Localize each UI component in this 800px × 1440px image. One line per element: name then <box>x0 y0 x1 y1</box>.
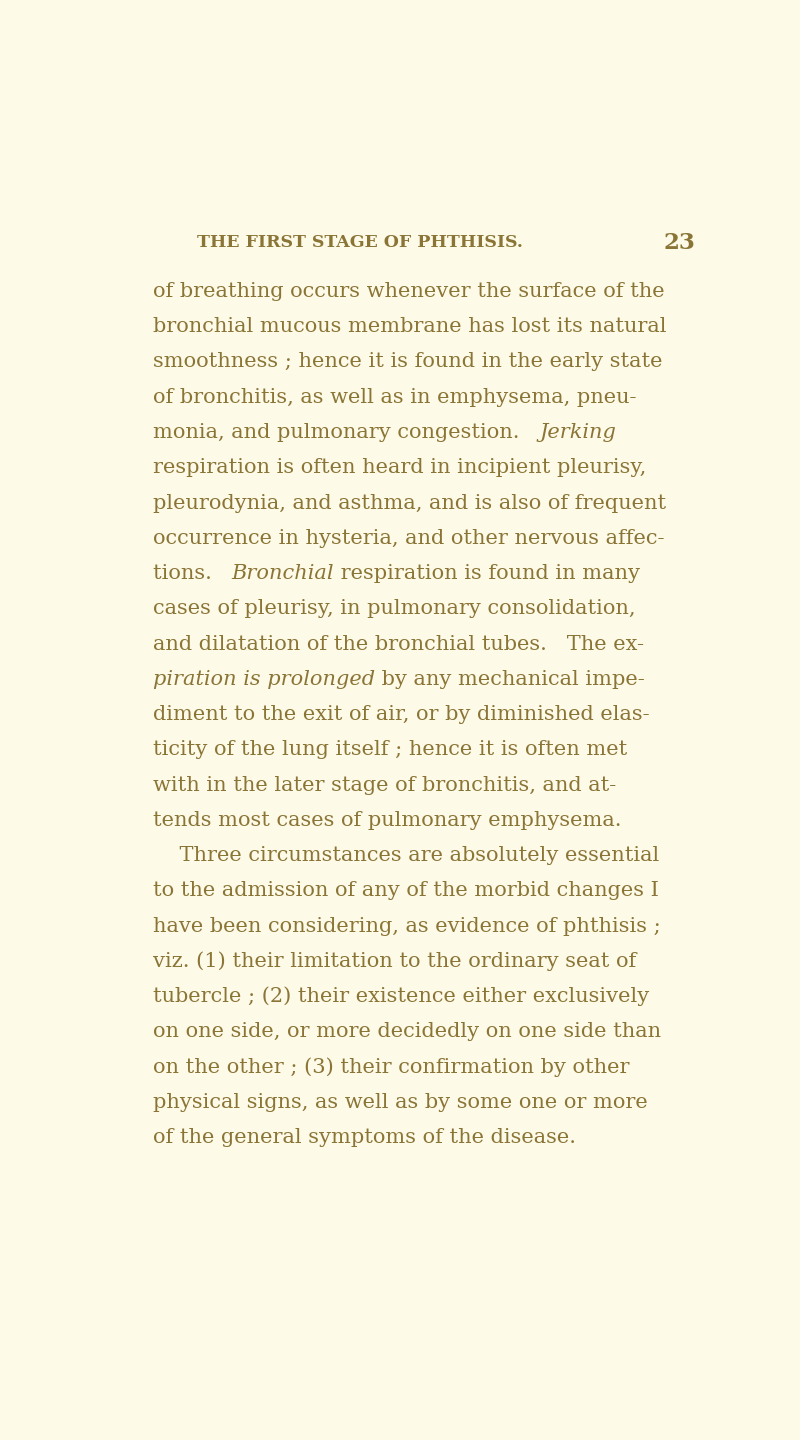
Text: pleurodynia, and asthma, and is also of frequent: pleurodynia, and asthma, and is also of … <box>153 494 666 513</box>
Text: THE FIRST STAGE OF PHTHISIS.: THE FIRST STAGE OF PHTHISIS. <box>198 235 523 251</box>
Text: of the general symptoms of the disease.: of the general symptoms of the disease. <box>153 1128 576 1148</box>
Text: on the other ; (3) their confirmation by other: on the other ; (3) their confirmation by… <box>153 1057 630 1077</box>
Text: on one side, or more decidedly on one side than: on one side, or more decidedly on one si… <box>153 1022 661 1041</box>
Text: diment to the exit of air, or by diminished elas-: diment to the exit of air, or by diminis… <box>153 706 650 724</box>
Text: monia, and pulmonary congestion.: monia, and pulmonary congestion. <box>153 423 539 442</box>
Text: Bronchial: Bronchial <box>231 564 334 583</box>
Text: Jerking: Jerking <box>539 423 616 442</box>
Text: 23: 23 <box>664 232 696 253</box>
Text: smoothness ; hence it is found in the early state: smoothness ; hence it is found in the ea… <box>153 353 662 372</box>
Text: physical signs, as well as by some one or more: physical signs, as well as by some one o… <box>153 1093 647 1112</box>
Text: occurrence in hysteria, and other nervous affec-: occurrence in hysteria, and other nervou… <box>153 528 664 547</box>
Text: tends most cases of pulmonary emphysema.: tends most cases of pulmonary emphysema. <box>153 811 622 829</box>
Text: cases of pleurisy, in pulmonary consolidation,: cases of pleurisy, in pulmonary consolid… <box>153 599 635 618</box>
Text: and dilatation of the bronchial tubes.   The ex-: and dilatation of the bronchial tubes. T… <box>153 635 644 654</box>
Text: tions.: tions. <box>153 564 231 583</box>
Text: bronchial mucous membrane has lost its natural: bronchial mucous membrane has lost its n… <box>153 317 666 336</box>
Text: respiration is often heard in incipient pleurisy,: respiration is often heard in incipient … <box>153 458 646 477</box>
Text: viz. (1) their limitation to the ordinary seat of: viz. (1) their limitation to the ordinar… <box>153 952 636 971</box>
Text: respiration is found in many: respiration is found in many <box>334 564 640 583</box>
Text: with in the later stage of bronchitis, and at-: with in the later stage of bronchitis, a… <box>153 776 616 795</box>
Text: have been considering, as evidence of phthisis ;: have been considering, as evidence of ph… <box>153 917 661 936</box>
Text: of breathing occurs whenever the surface of the: of breathing occurs whenever the surface… <box>153 282 664 301</box>
Text: piration is prolonged: piration is prolonged <box>153 670 375 688</box>
Text: of bronchitis, as well as in emphysema, pneu-: of bronchitis, as well as in emphysema, … <box>153 387 636 406</box>
Text: by any mechanical impe-: by any mechanical impe- <box>375 670 645 688</box>
Text: tubercle ; (2) their existence either exclusively: tubercle ; (2) their existence either ex… <box>153 986 649 1007</box>
Text: to the admission of any of the morbid changes I: to the admission of any of the morbid ch… <box>153 881 658 900</box>
Text: ticity of the lung itself ; hence it is often met: ticity of the lung itself ; hence it is … <box>153 740 627 759</box>
Text: Three circumstances are absolutely essential: Three circumstances are absolutely essen… <box>153 847 659 865</box>
